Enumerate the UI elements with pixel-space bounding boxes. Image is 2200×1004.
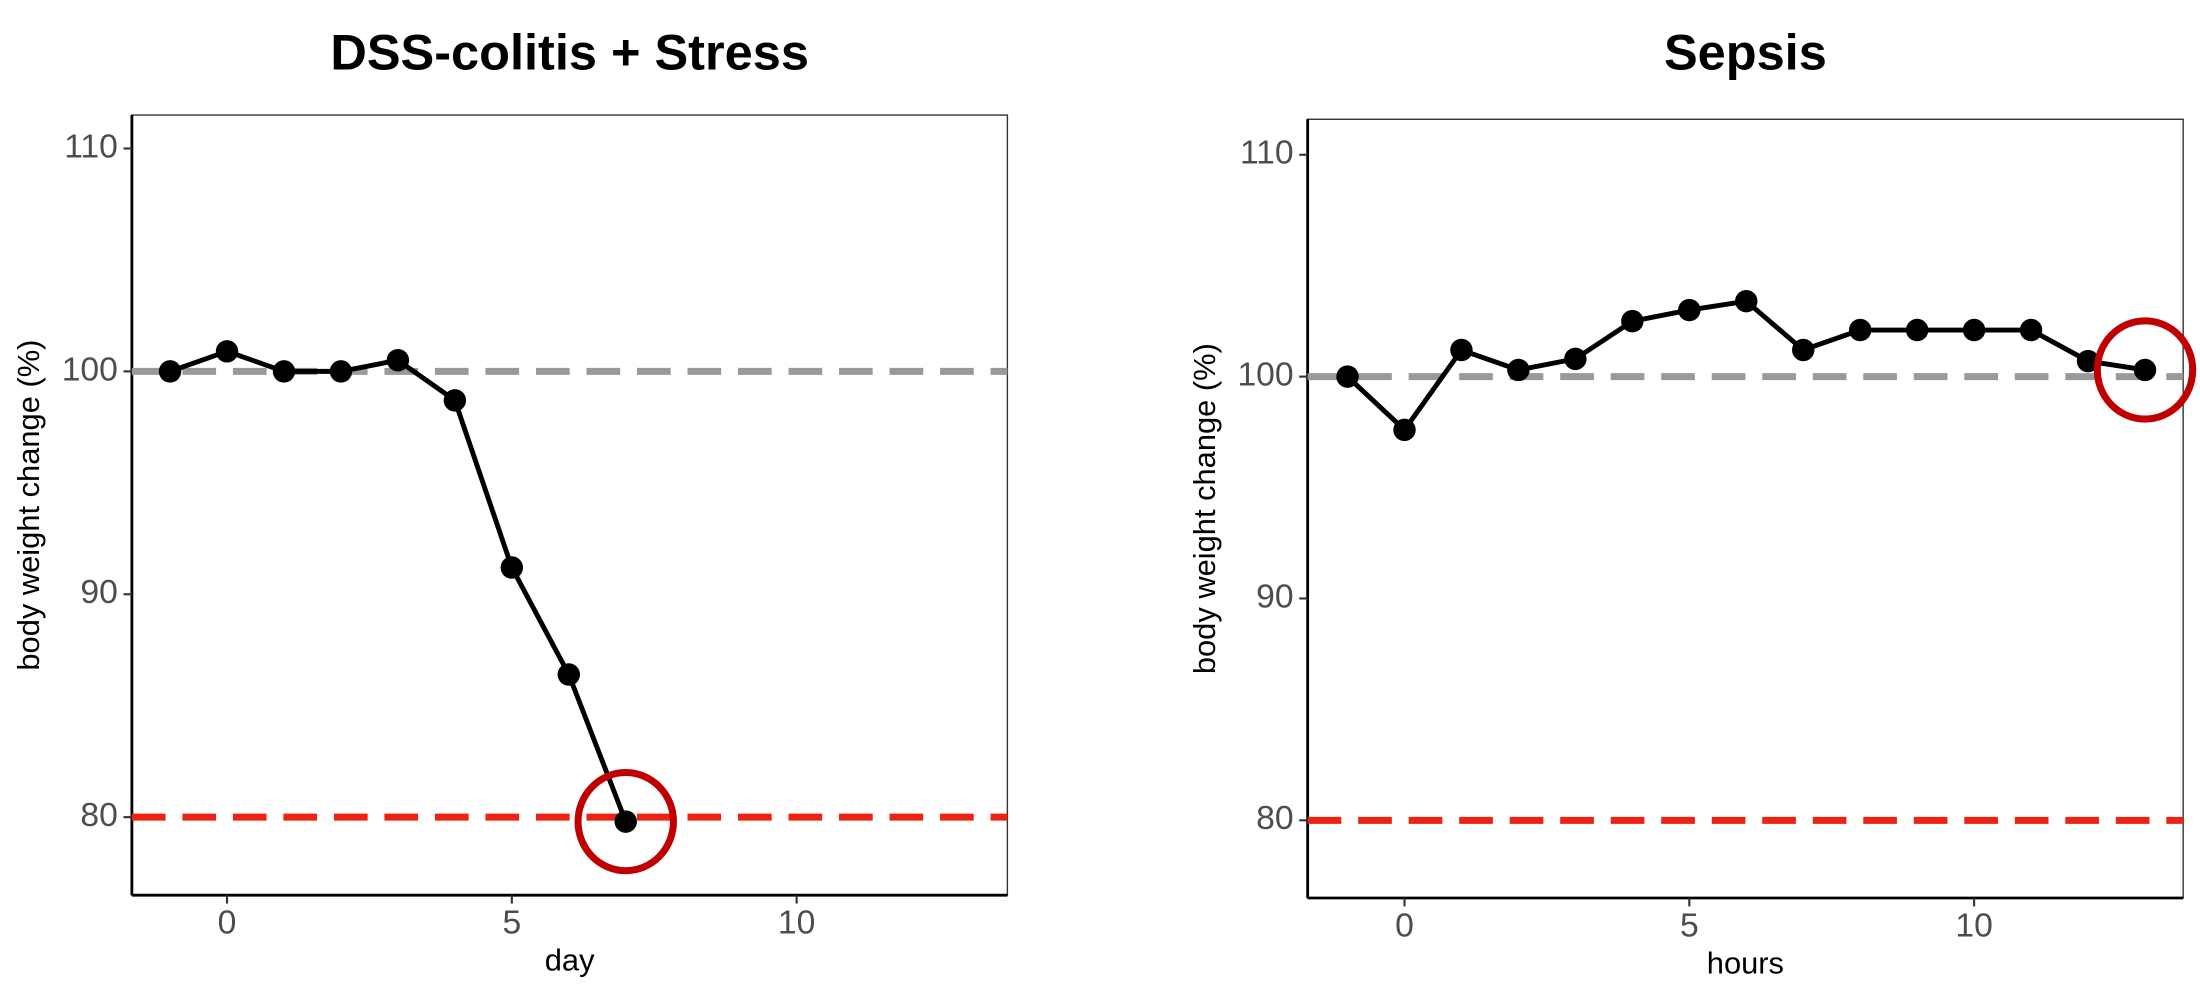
data-point: [2076, 349, 2100, 373]
y-tick-label: 80: [80, 797, 117, 834]
y-tick-label: 110: [64, 128, 118, 165]
x-tick-label: 10: [778, 905, 815, 942]
data-point: [1621, 309, 1644, 333]
highlight-circle: [574, 768, 677, 875]
y-tick-label: 100: [1237, 357, 1293, 394]
panel-border: [1306, 118, 2184, 899]
y-tick-label: 80: [1256, 800, 1293, 837]
data-point: [1962, 318, 1986, 342]
x-tick-label: 0: [218, 905, 237, 942]
x-tick-label: 10: [1955, 907, 1992, 944]
data-point: [500, 556, 524, 579]
data-point: [1735, 289, 1758, 313]
data-point: [1450, 338, 1473, 362]
data-point: [2133, 358, 2157, 382]
data-point: [158, 360, 182, 383]
y-tick-label: 90: [1256, 578, 1293, 615]
data-point: [1393, 418, 1416, 442]
x-tick-label: 5: [1680, 907, 1699, 944]
data-point: [215, 340, 239, 363]
x-axis-label: day: [545, 943, 595, 978]
y-axis-label: body weight change (%): [1187, 343, 1222, 674]
data-point: [557, 663, 581, 686]
y-tick-label: 100: [62, 351, 118, 388]
chart-title: DSS-colitis + Stress: [330, 23, 809, 80]
data-point: [386, 349, 410, 372]
highlight-circle: [2093, 317, 2197, 423]
data-point: [272, 360, 296, 383]
x-axis-label: hours: [1707, 945, 1784, 980]
data-point: [1336, 365, 1359, 388]
y-tick-label: 90: [80, 574, 117, 611]
panel-border: [131, 114, 1009, 896]
data-point: [329, 360, 353, 383]
chart-panel: Sepsis 80 90 100 110 0 5 10 hours body weight cha…: [1187, 23, 2197, 980]
data-point: [1507, 358, 1530, 382]
data-point: [1848, 318, 1872, 342]
x-tick-label: 0: [1395, 907, 1414, 944]
y-axis-label: body weight change (%): [11, 340, 46, 671]
data-point: [1792, 338, 1815, 362]
y-tick-label: 110: [1240, 135, 1294, 172]
data-point: [443, 389, 467, 412]
x-tick-label: 5: [502, 905, 521, 942]
data-point: [2019, 318, 2043, 342]
data-point: [1564, 347, 1587, 371]
chart-title: Sepsis: [1664, 23, 1827, 80]
data-point: [1905, 318, 1929, 342]
chart-panel: DSS-colitis + Stress 80 90 100 110 0 5 10 day bod…: [11, 23, 1009, 978]
data-point: [614, 810, 637, 833]
data-point: [1678, 298, 1701, 322]
data-line: [169, 348, 629, 823]
